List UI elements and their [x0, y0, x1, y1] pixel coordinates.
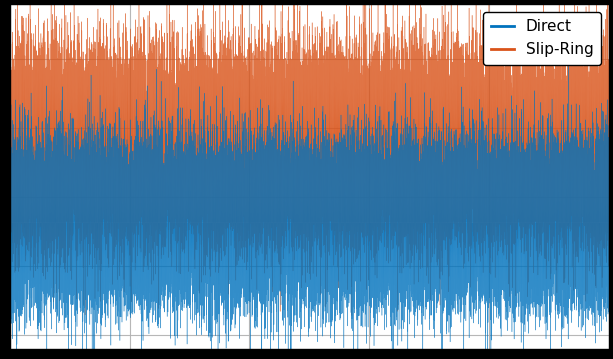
Legend: Direct, Slip-Ring: Direct, Slip-Ring [483, 12, 601, 65]
